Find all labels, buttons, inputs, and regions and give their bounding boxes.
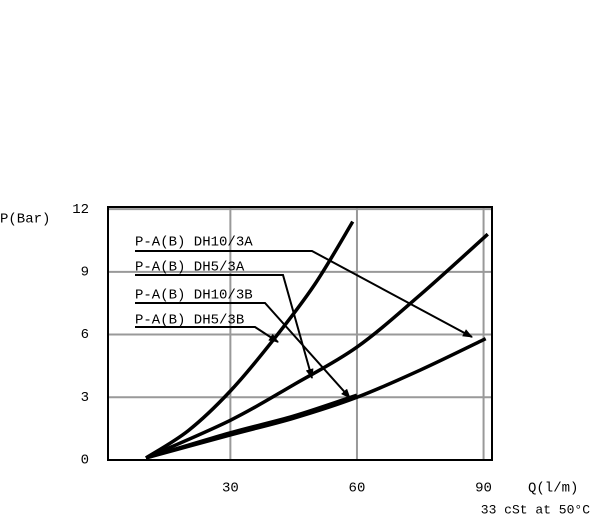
callout-arrow xyxy=(135,250,473,338)
legend-label: P-A(B) DH5/3B xyxy=(135,313,244,329)
y-tick-label: 6 xyxy=(81,327,89,343)
x-tick-label: 30 xyxy=(222,481,239,497)
callouts: P-A(B) DH10/3A P-A(B) DH5/3A P-A(B) DH10… xyxy=(135,235,473,399)
legend-label: P-A(B) DH10/3A xyxy=(135,235,253,251)
legend-label: P-A(B) DH5/3A xyxy=(135,260,245,276)
x-axis-label: Q(l/m) xyxy=(528,481,578,497)
curve xyxy=(145,220,355,460)
note: 33 cSt at 50°C xyxy=(481,502,590,517)
legend-label: P-A(B) DH10/3B xyxy=(135,288,253,304)
x-tick-label: 90 xyxy=(475,481,492,497)
callout-arrow xyxy=(135,326,279,343)
callout-arrow xyxy=(135,302,351,399)
x-tick-label: 60 xyxy=(349,481,366,497)
curves xyxy=(145,220,489,460)
y-tick-label: 9 xyxy=(81,265,89,281)
y-tick-label: 12 xyxy=(72,202,89,218)
y-axis-label: P(Bar) xyxy=(0,212,50,228)
curve xyxy=(145,393,358,460)
curve xyxy=(145,232,489,460)
plot-frame xyxy=(107,206,493,461)
y-tick-label: 3 xyxy=(81,390,89,406)
curve xyxy=(145,337,487,460)
y-tick-label: 0 xyxy=(81,453,89,469)
